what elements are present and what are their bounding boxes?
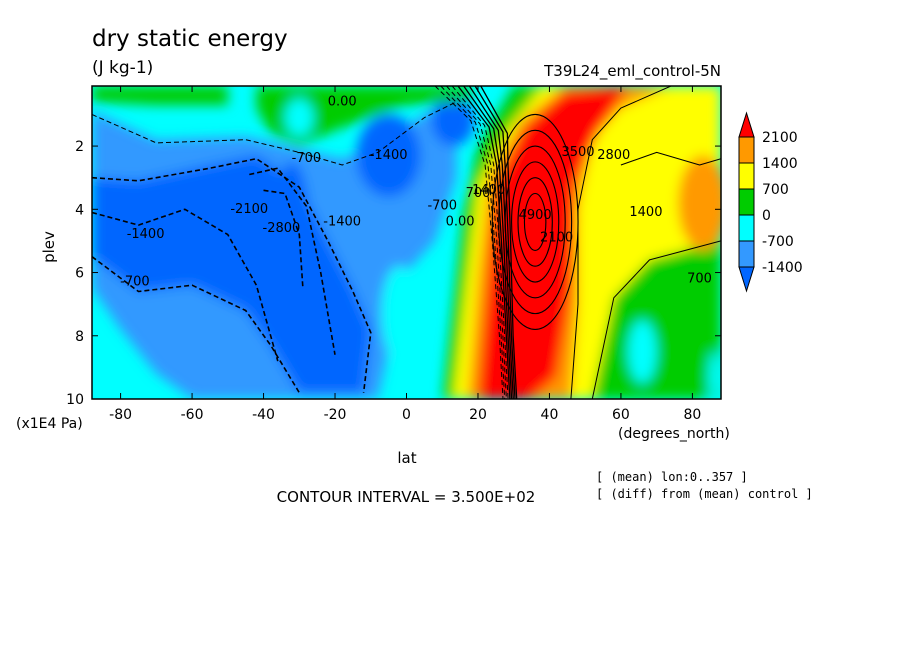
contour-fill-0-topmid — [256, 86, 471, 147]
y-axis-unit: (x1E4 Pa) — [16, 416, 83, 432]
x-tick-label: -40 — [252, 407, 275, 423]
contour-fill-m700-pocket — [381, 266, 418, 362]
contour-line-front-5 — [463, 86, 513, 399]
plot-area: 0.00-700 -1400-2100-2800 -1400-1400-700-70… — [91, 85, 722, 400]
colorbar: 2100 1400 700 0 -700 -1400 — [738, 111, 803, 293]
note-mean: [ (mean) lon:0..357 ] — [596, 470, 748, 484]
contour-line-1400 — [570, 86, 672, 399]
y-tick-label: 10 — [66, 392, 84, 408]
contour-label: 1400 — [629, 205, 662, 220]
contour-fill-regions — [92, 86, 721, 399]
colorbar-box — [738, 162, 755, 190]
contour-label: -700 — [292, 151, 322, 166]
contour-line-m2100-b — [92, 208, 279, 362]
contour-label: 2800 — [597, 148, 630, 163]
contour-fills — [92, 86, 721, 399]
y-tick-label: 4 — [75, 202, 84, 218]
colorbar-box — [738, 136, 755, 164]
contour-label: 700 — [466, 186, 491, 201]
colorbar-label: -1400 — [762, 260, 803, 276]
contour-line-core-3 — [511, 161, 560, 283]
contour-fill-m2100-b — [356, 114, 421, 197]
contour-line-core-2 — [504, 145, 566, 299]
y-tick-label: 6 — [75, 266, 84, 282]
contour-label: -2800 — [263, 221, 301, 236]
contour-line-core-1 — [498, 129, 573, 315]
x-tick-label: 20 — [469, 407, 487, 423]
contour-line-front-6 — [468, 86, 514, 399]
x-tick-label: 0 — [402, 407, 411, 423]
colorbar-arrow-top — [738, 111, 755, 138]
y-tick-label: 2 — [75, 139, 84, 155]
x-tick-label: 60 — [612, 407, 630, 423]
contour-line-core-5 — [523, 192, 547, 251]
colorbar-label: 1400 — [762, 156, 798, 172]
contour-line-front-3 — [451, 86, 509, 399]
contour-labels: 0.00-700 -1400-2100-2800 -1400-1400-700-70… — [120, 94, 712, 289]
colorbar-box — [738, 188, 755, 216]
x-axis-label: lat — [397, 449, 416, 467]
contour-label: 700 — [687, 271, 712, 286]
contour-label: -700 — [427, 199, 457, 214]
contour-line-m2100-a — [249, 167, 336, 355]
x-tick-label: -80 — [109, 407, 132, 423]
contour-line-front-8 — [480, 86, 518, 399]
colorbar-label: 2100 — [762, 130, 798, 146]
contour-label: 0.00 — [446, 214, 475, 229]
contour-label: -1400 — [127, 227, 165, 242]
note-diff: [ (diff) from (mean) control ] — [596, 487, 813, 501]
contour-label: -2100 — [230, 202, 268, 217]
contour-fill-0-topleft — [92, 86, 228, 105]
colorbar-label: -700 — [762, 234, 794, 250]
x-tick-label: -20 — [324, 407, 347, 423]
colorbar-box — [738, 240, 755, 268]
x-tick-label: -60 — [181, 407, 204, 423]
y-axis: 2 4 6 8 10 — [66, 139, 721, 408]
contour-label: 2100 — [540, 230, 573, 245]
contour-line-m700-a — [92, 101, 457, 166]
contour-line-m2800-a — [263, 189, 304, 289]
contour-label: 0.00 — [328, 94, 357, 109]
colorbar-arrow-bottom — [738, 266, 755, 293]
y-axis-label: plev — [40, 231, 58, 263]
contour-fill-m700-ne — [628, 319, 657, 384]
y-tick-label: 8 — [75, 329, 84, 345]
colorbar-label: 700 — [762, 182, 789, 198]
contour-fill-1400-east — [678, 155, 721, 251]
x-axis-unit: (degrees_north) — [618, 426, 730, 442]
x-tick-label: 40 — [541, 407, 559, 423]
contour-line-1400-b — [620, 151, 721, 166]
contour-line-front-1 — [440, 86, 506, 399]
contour-line-front-0 — [434, 86, 504, 399]
contour-line-m1400-a — [92, 157, 372, 393]
contour-label: -1400 — [370, 148, 408, 163]
contour-label: 3500 — [561, 145, 594, 160]
chart-units: (J kg-1) — [92, 58, 153, 78]
run-label: T39L24_eml_control-5N — [543, 62, 721, 81]
colorbar-box — [738, 214, 755, 242]
contour-label: 1400 — [472, 183, 505, 198]
contour-label: -1400 — [323, 214, 361, 229]
contour-line-front-2 — [446, 86, 507, 399]
contour-line-700 — [591, 240, 721, 399]
x-tick-label: 80 — [683, 407, 701, 423]
contour-fill-m2100-c — [431, 95, 475, 147]
contour-line-core-4 — [517, 177, 553, 267]
contour-lines — [92, 86, 721, 399]
contour-line-m1400-b — [92, 256, 300, 394]
x-axis: -80 -60 -40 -20 0 20 40 60 80 — [109, 86, 701, 423]
contour-fill-m700-top — [284, 98, 314, 137]
chart-title: dry static energy — [92, 26, 288, 52]
contour-label: 4900 — [519, 208, 552, 223]
contour-interval: CONTOUR INTERVAL = 3.500E+02 — [277, 488, 536, 506]
contour-fill-m700-edge — [708, 351, 720, 399]
colorbar-label: 0 — [762, 208, 771, 224]
contour-line-front-7 — [474, 86, 516, 399]
contour-label: -700 — [120, 275, 150, 290]
